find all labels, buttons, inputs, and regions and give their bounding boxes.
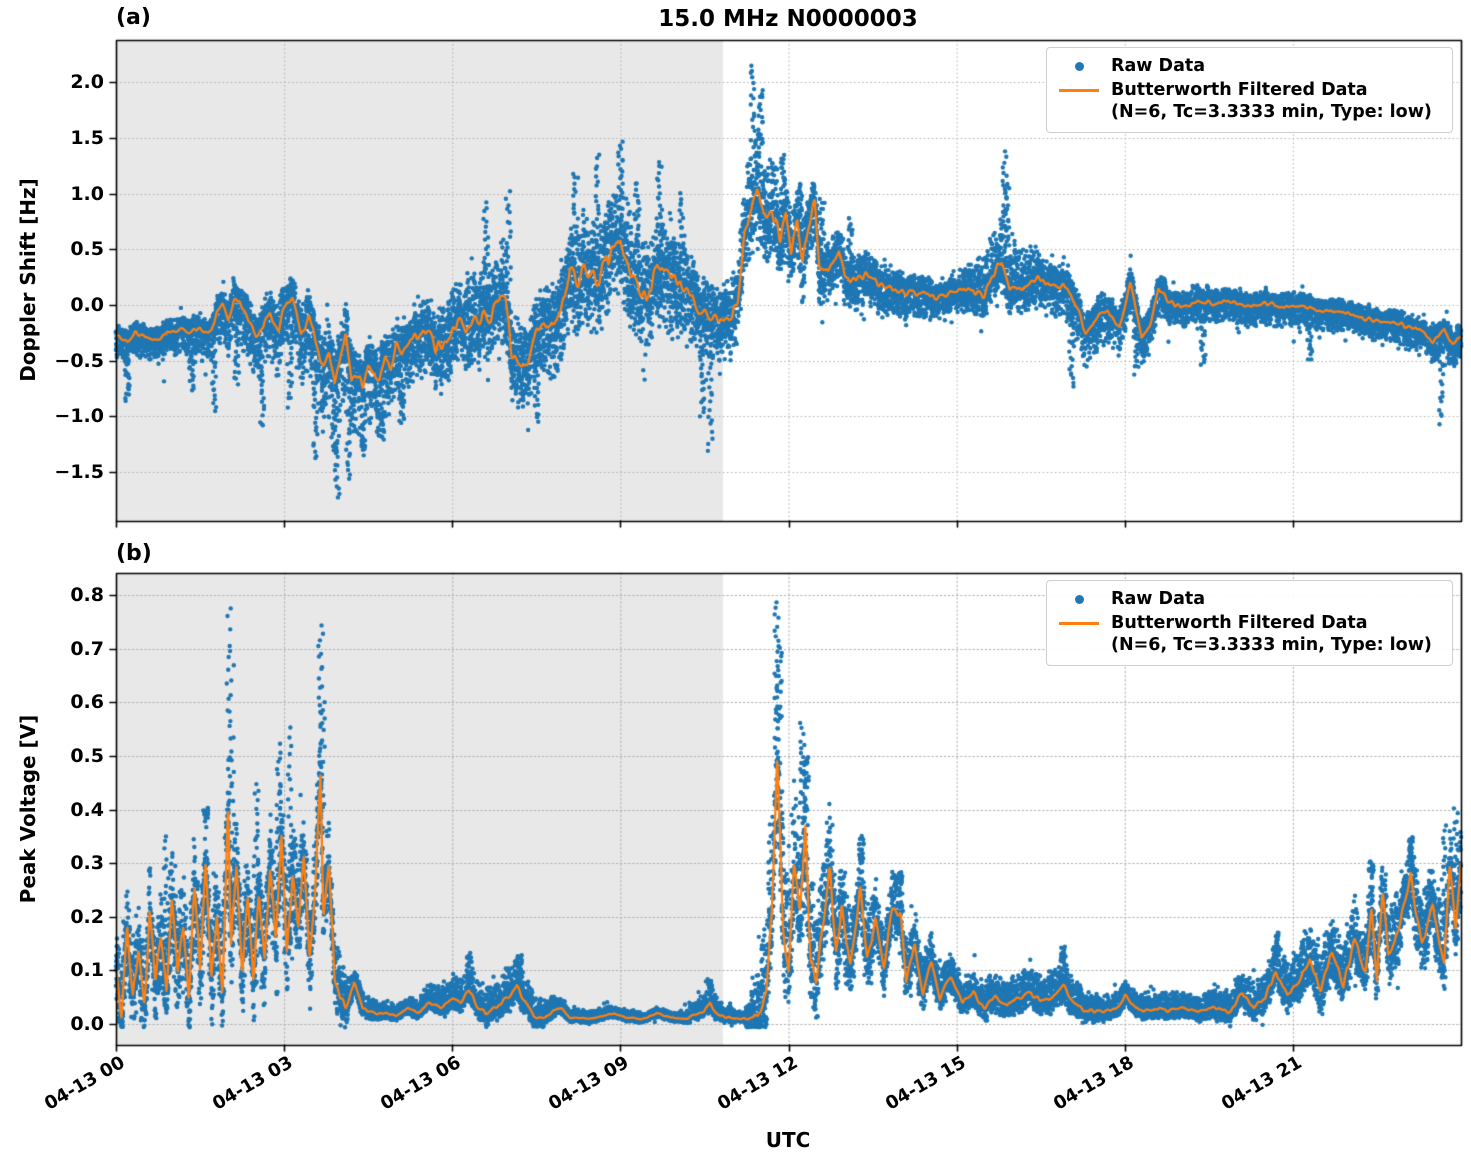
legend-panel-b: Raw Data Butterworth Filtered Data (N=6, … — [1046, 580, 1453, 666]
legend-filtered-line2: (N=6, Tc=3.3333 min, Type: low) — [1111, 102, 1432, 122]
y-tick-label-b: 0.3 — [70, 852, 104, 875]
raw-data-marker-icon — [1055, 55, 1103, 71]
legend-raw-label: Raw Data — [1111, 589, 1206, 609]
y-tick-label-a: 1.0 — [70, 182, 104, 205]
legend-filtered-line1: Butterworth Filtered Data — [1111, 613, 1368, 633]
raw-data-marker-icon — [1055, 588, 1103, 604]
y-tick-label-b: 0.1 — [70, 959, 104, 982]
panel-a-label: (a) — [116, 5, 151, 30]
y-tick-label-a: −1.0 — [54, 405, 104, 428]
legend-filtered-label: Butterworth Filtered Data (N=6, Tc=3.3333… — [1111, 612, 1432, 656]
figure-title: 15.0 MHz N0000003 — [658, 6, 918, 32]
y-tick-label-a: 1.5 — [70, 126, 104, 149]
panel-b-label: (b) — [116, 541, 152, 566]
y-tick-label-a: 0.5 — [70, 238, 104, 261]
filtered-data-marker-icon — [1055, 79, 1103, 92]
legend-filtered-line1: Butterworth Filtered Data — [1111, 80, 1368, 100]
y-tick-label-b: 0.0 — [70, 1013, 104, 1036]
y-tick-label-b: 0.7 — [70, 637, 104, 660]
filtered-data-marker-icon — [1055, 612, 1103, 625]
legend-entry-filtered-data: Butterworth Filtered Data (N=6, Tc=3.3333… — [1055, 79, 1444, 123]
y-tick-label-b: 0.6 — [70, 691, 104, 714]
y-tick-label-b: 0.2 — [70, 905, 104, 928]
x-axis-label: UTC — [765, 1128, 811, 1152]
legend-raw-label: Raw Data — [1111, 56, 1206, 76]
y-tick-label-a: −0.5 — [54, 349, 104, 372]
y-tick-label-a: 0.0 — [70, 293, 104, 316]
y-tick-label-b: 0.5 — [70, 744, 104, 767]
y-tick-label-a: 2.0 — [70, 71, 104, 94]
legend-filtered-label: Butterworth Filtered Data (N=6, Tc=3.3333… — [1111, 79, 1432, 123]
legend-entry-raw-data: Raw Data — [1055, 588, 1444, 610]
legend-panel-a: Raw Data Butterworth Filtered Data (N=6, … — [1046, 47, 1453, 133]
y-tick-label-a: −1.5 — [54, 461, 104, 483]
legend-filtered-line2: (N=6, Tc=3.3333 min, Type: low) — [1111, 635, 1432, 655]
y-tick-label-b: 0.8 — [70, 583, 104, 606]
legend-entry-filtered-data: Butterworth Filtered Data (N=6, Tc=3.3333… — [1055, 612, 1444, 656]
y-tick-label-b: 0.4 — [70, 798, 104, 821]
legend-entry-raw-data: Raw Data — [1055, 55, 1444, 77]
